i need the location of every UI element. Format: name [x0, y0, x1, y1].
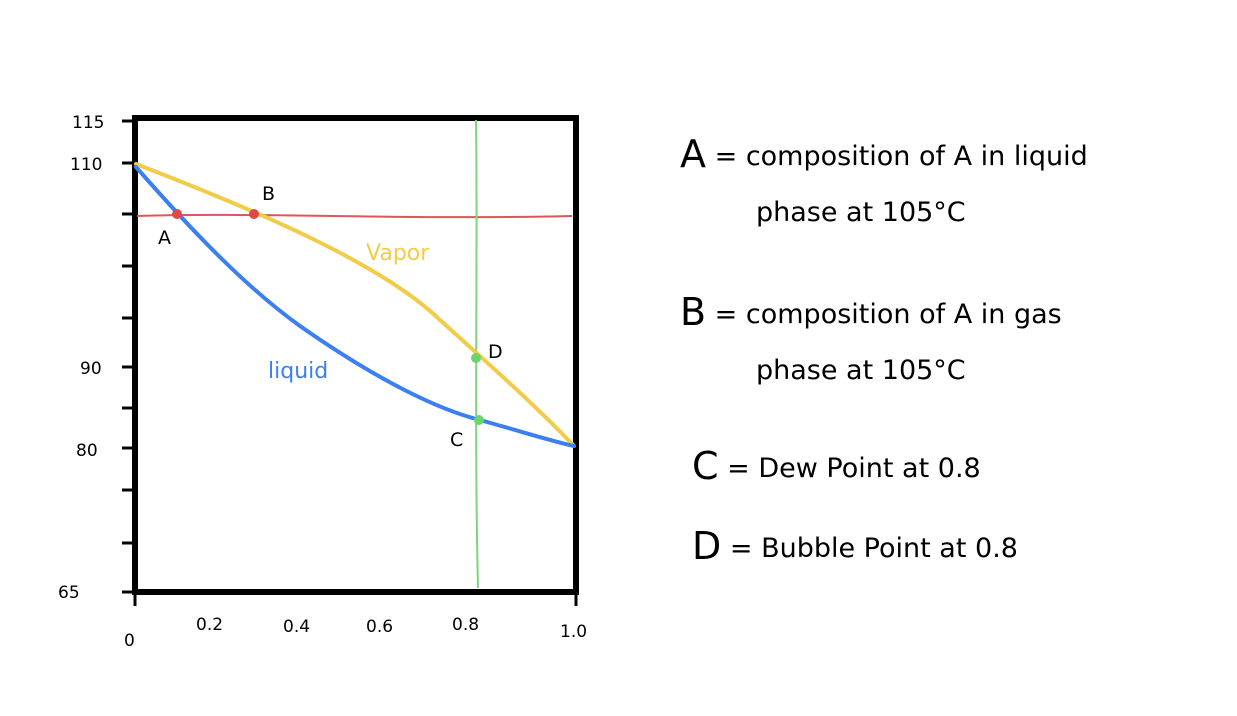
y-tick-label: 65 — [58, 583, 80, 603]
y-axis-ticks — [122, 119, 138, 594]
note-b: B = composition of A in gas phase at 105… — [680, 284, 1062, 399]
x-tick-label: 0.8 — [452, 615, 479, 635]
y-tick-label: 80 — [76, 441, 98, 461]
x-axis-ticks — [133, 588, 578, 606]
x-tick-label: 0.4 — [283, 617, 310, 637]
point-b-label: B — [262, 183, 275, 205]
note-d-key: D — [692, 524, 722, 568]
x-tick-label: 1.0 — [560, 622, 587, 642]
note-b-line2: phase at 105°C — [756, 355, 966, 386]
note-a-eq: = — [714, 141, 738, 172]
note-c-eq: = — [727, 453, 750, 484]
note-c-key: C — [692, 444, 719, 488]
note-d: D = Bubble Point at 0.8 — [692, 518, 1018, 577]
vapor-label: Vapor — [366, 241, 430, 266]
note-d-line1: Bubble Point at 0.8 — [761, 533, 1018, 564]
composition-line — [475, 119, 479, 589]
note-d-eq: = — [729, 533, 753, 564]
point-a-marker — [172, 209, 182, 219]
vapor-curve — [134, 162, 576, 448]
note-c: C = Dew Point at 0.8 — [692, 438, 981, 497]
point-b-marker — [249, 209, 259, 219]
y-tick-label: 90 — [80, 359, 102, 379]
liquid-curve — [134, 165, 576, 448]
x-tick-label: 0.6 — [366, 617, 393, 637]
note-c-line1: Dew Point at 0.8 — [758, 453, 981, 484]
note-a-key: A — [680, 132, 706, 176]
y-tick-label: 110 — [70, 155, 102, 175]
note-a: A = composition of A in liquid phase at … — [680, 126, 1088, 241]
x-tick-label: 0 — [124, 631, 135, 651]
point-a-label: A — [158, 227, 171, 249]
plot-frame — [132, 115, 579, 595]
point-d-marker — [471, 353, 481, 363]
liquid-label: liquid — [268, 359, 328, 384]
point-d-label: D — [488, 341, 503, 363]
note-b-key: B — [680, 290, 707, 334]
note-b-eq: = — [714, 299, 738, 330]
point-c-label: C — [450, 429, 463, 451]
isotherm-line — [136, 213, 573, 219]
point-c-marker — [474, 415, 484, 425]
note-b-line1: composition of A in gas — [745, 299, 1062, 330]
note-a-line2: phase at 105°C — [756, 197, 966, 228]
y-tick-label: 115 — [72, 113, 104, 133]
note-a-line1: composition of A in liquid — [745, 141, 1088, 172]
x-tick-label: 0.2 — [196, 615, 223, 635]
